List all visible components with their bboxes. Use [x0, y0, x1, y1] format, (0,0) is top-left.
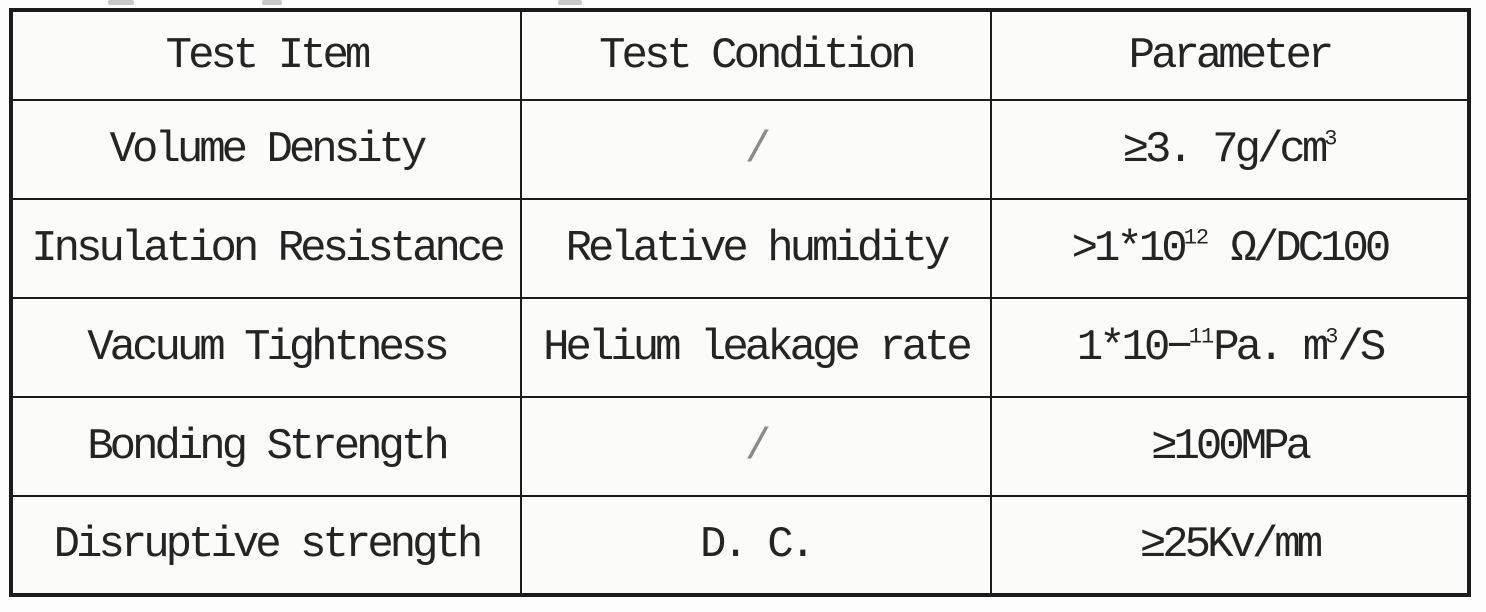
- cell-test-condition: /: [520, 99, 992, 200]
- cell-test-condition: D. C.: [520, 495, 992, 596]
- cell-parameter: ≥100MPa: [990, 396, 1470, 497]
- cell-test-item: Disruptive strength: [10, 495, 522, 596]
- table-row: Disruptive strength D. C. ≥25Kv/mm: [10, 495, 1470, 596]
- cell-test-item: Insulation Resistance: [10, 198, 522, 299]
- table-body: Volume Density / ≥3. 7g/cm3 Insulation R…: [10, 99, 1470, 596]
- cell-parameter: 1*10−11Pa. m3/S: [990, 297, 1470, 398]
- specification-table: Test Item Test Condition Parameter Volum…: [9, 8, 1471, 597]
- cell-test-condition: Relative humidity: [520, 198, 992, 299]
- cell-parameter: >1*1012 Ω/DC100: [990, 198, 1470, 299]
- header-row: Test Item Test Condition Parameter: [10, 9, 1470, 101]
- cell-test-condition: /: [520, 396, 992, 497]
- header-test-item: Test Item: [10, 9, 522, 101]
- cell-test-item: Volume Density: [10, 99, 522, 200]
- cell-test-item: Vacuum Tightness: [10, 297, 522, 398]
- clipped-text-artifact: [558, 0, 582, 5]
- clipped-text-artifact: [262, 0, 282, 5]
- table-row: Vacuum Tightness Helium leakage rate 1*1…: [10, 297, 1470, 398]
- cell-parameter: ≥25Kv/mm: [990, 495, 1470, 596]
- table-row: Insulation Resistance Relative humidity …: [10, 198, 1470, 299]
- cell-parameter: ≥3. 7g/cm3: [990, 99, 1470, 200]
- header-test-condition: Test Condition: [520, 9, 992, 101]
- header-parameter: Parameter: [990, 9, 1470, 101]
- table-header: Test Item Test Condition Parameter: [10, 9, 1470, 101]
- table-row: Volume Density / ≥3. 7g/cm3: [10, 99, 1470, 200]
- clipped-text-artifact: [108, 0, 134, 5]
- cell-test-item: Bonding Strength: [10, 396, 522, 497]
- table-row: Bonding Strength / ≥100MPa: [10, 396, 1470, 497]
- cell-test-condition: Helium leakage rate: [520, 297, 992, 398]
